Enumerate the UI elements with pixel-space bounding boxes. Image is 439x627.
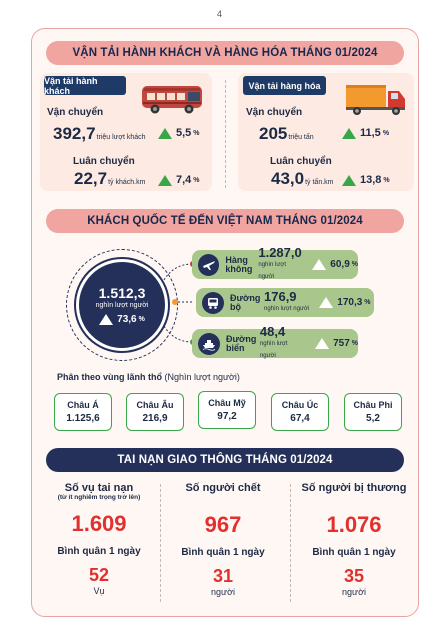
accidents-banner: TAI NẠN GIAO THÔNG THÁNG 01/2024 <box>46 448 404 472</box>
page-number: 4 <box>216 9 222 19</box>
passenger-carried-value: 392,7triệu lượt khách <box>53 124 146 143</box>
mode-name: Hàng không <box>225 254 253 274</box>
accident-col-value: 1.609 <box>71 511 127 536</box>
regions-heading: Phân theo vùng lãnh thổ (Nghìn lượt ngườ… <box>57 372 240 382</box>
cargo-carried-label: Vận chuyển <box>246 107 303 118</box>
total-visitors-circle: 1.512,3 nghìn lượt người 73,6% <box>76 259 168 351</box>
mode-value: 1.287,0 nghìn lượt người <box>258 244 302 280</box>
plane-icon <box>198 253 220 276</box>
cargo-carried-change: 11,5% <box>342 127 389 139</box>
region-oceania: Châu Úc 67,4 <box>271 393 329 431</box>
mode-name: Đường bộ <box>230 292 261 312</box>
accident-col-injured: Số người bị thương 1.076 Bình quân 1 ngà… <box>298 482 410 597</box>
region-europe: Châu Âu 216,9 <box>126 393 184 431</box>
ship-icon <box>198 332 220 355</box>
accident-col-avg-unit: người <box>342 587 366 597</box>
up-arrow-icon <box>158 174 172 186</box>
up-arrow-icon <box>342 127 356 139</box>
mode-value: 176,9 nghìn lượt người <box>264 288 310 312</box>
accident-col-value: 967 <box>204 512 242 537</box>
cargo-rotation-label: Luân chuyển <box>270 156 332 167</box>
mode-value: 48,4 nghìn lượt người <box>259 323 288 359</box>
cargo-tab: Vận tải hàng hóa <box>243 76 326 95</box>
cargo-carried-value: 205triệu tấn <box>259 124 314 143</box>
accident-col-avg-label: Bình quân 1 ngày <box>312 547 396 558</box>
up-arrow-icon <box>312 259 327 270</box>
passenger-carried-label: Vận chuyển <box>47 107 104 118</box>
bus-icon <box>141 84 204 114</box>
accident-col-value: 1.076 <box>326 512 382 537</box>
mode-road: Đường bộ 176,9 nghìn lượt người 170,3% <box>196 288 374 317</box>
connector-dot <box>172 299 178 305</box>
passenger-rotation-label: Luân chuyển <box>73 156 135 167</box>
up-arrow-icon <box>99 314 114 325</box>
visitors-banner: KHÁCH QUỐC TẾ ĐẾN VIỆT NAM THÁNG 01/2024 <box>46 209 404 233</box>
passenger-rotation-change: 7,4% <box>158 174 200 186</box>
passenger-carried-change: 5,5% <box>158 127 200 139</box>
region-asia: Châu Á 1.125,6 <box>54 393 112 431</box>
accident-col-avg-value: 31 <box>212 566 234 586</box>
accident-col-title: Số người bị thương <box>301 482 407 494</box>
accident-col-avg-unit: Vụ <box>93 586 105 596</box>
transport-banner: VẬN TẢI HÀNH KHÁCH VÀ HÀNG HÓA THÁNG 01/… <box>46 41 404 65</box>
passenger-tab: Vận tải hành khách <box>44 76 126 96</box>
transport-divider <box>225 80 226 188</box>
mode-change: 170,3% <box>319 297 371 308</box>
accident-divider <box>290 484 291 602</box>
up-arrow-icon <box>319 297 334 308</box>
bus-small-icon <box>202 291 224 314</box>
accident-col-sub: (từ ít nghiêm trọng trở lên) <box>57 494 141 501</box>
cargo-rotation-value: 43,0tỷ tấn.km <box>271 169 334 188</box>
accident-col-deaths: Số người chết 967 Bình quân 1 ngày 31 ng… <box>168 482 278 597</box>
region-america: Châu Mỹ 97,2 <box>198 391 256 429</box>
total-visitors-change: 73,6% <box>79 314 165 325</box>
accident-col-avg-value: 35 <box>343 566 365 586</box>
region-africa: Châu Phi 5,2 <box>344 393 402 431</box>
mode-name: Đường biển <box>225 333 257 353</box>
mode-change: 757% <box>315 338 358 349</box>
total-ring <box>66 249 178 361</box>
accident-divider <box>160 484 161 602</box>
accident-col-cases: Số vụ tai nạn (từ ít nghiêm trọng trở lê… <box>44 482 154 596</box>
accident-col-avg-value: 52 <box>88 565 110 585</box>
up-arrow-icon <box>342 174 356 186</box>
up-arrow-icon <box>315 338 330 349</box>
mode-air: Hàng không 1.287,0 nghìn lượt người 60,9% <box>192 246 358 280</box>
total-visitors-unit: nghìn lượt người <box>95 302 149 309</box>
total-visitors-value: 1.512,3 <box>98 285 146 301</box>
up-arrow-icon <box>158 127 172 139</box>
accident-col-title: Số vụ tai nạn <box>64 482 134 494</box>
passenger-rotation-value: 22,7tỷ khách.km <box>74 169 146 188</box>
cargo-rotation-change: 13,8% <box>342 174 390 186</box>
mode-sea: Đường biển 48,4 nghìn lượt người 757% <box>192 325 358 359</box>
accident-col-avg-label: Bình quân 1 ngày <box>181 547 265 558</box>
accident-col-avg-label: Bình quân 1 ngày <box>57 546 141 557</box>
accident-col-avg-unit: người <box>211 587 235 597</box>
accident-col-title: Số người chết <box>185 482 261 494</box>
mode-change: 60,9% <box>312 259 358 270</box>
truck-icon <box>345 82 407 116</box>
